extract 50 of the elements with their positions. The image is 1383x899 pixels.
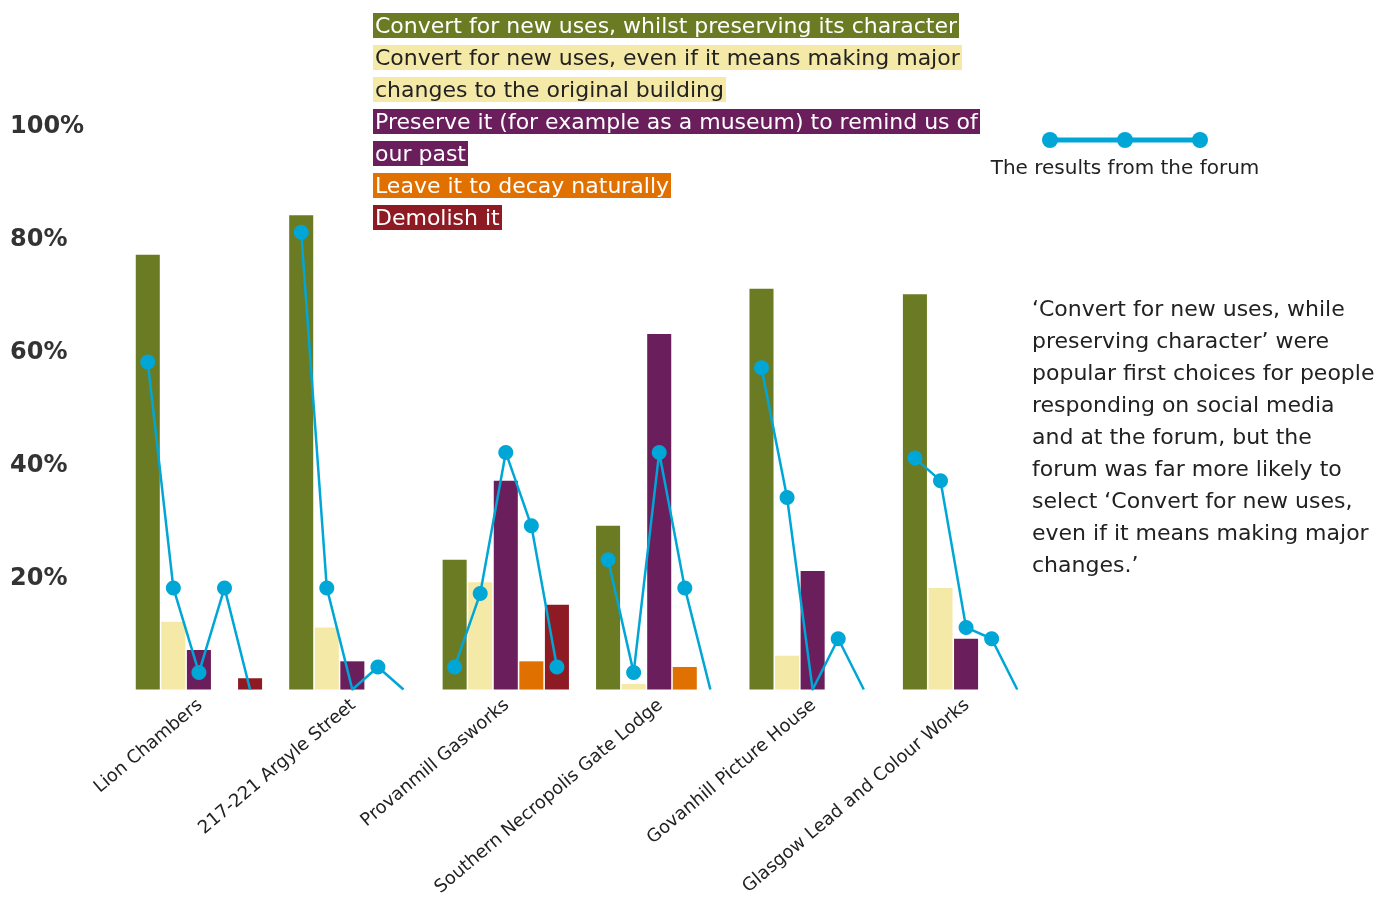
y-tick-label: 40% <box>10 449 68 478</box>
bar <box>442 559 467 690</box>
bar <box>493 480 518 690</box>
y-tick-label: 80% <box>10 223 68 252</box>
y-tick-label: 100% <box>10 111 85 139</box>
point <box>984 631 1000 647</box>
point <box>165 580 181 596</box>
y-tick-label: 20% <box>10 562 68 591</box>
bar <box>954 638 979 690</box>
bar <box>519 661 544 690</box>
y-tick-label: 60% <box>10 336 68 365</box>
bar <box>672 666 697 690</box>
bar <box>749 288 774 690</box>
bar <box>289 215 314 690</box>
bar <box>161 621 186 690</box>
point <box>626 665 642 681</box>
text: Convert for new uses, even if it means making major changes to the original building <box>373 45 962 102</box>
point <box>754 360 769 376</box>
text: Leave it to decay naturally <box>373 173 672 198</box>
point <box>933 473 948 489</box>
point <box>779 490 795 506</box>
point <box>549 659 565 675</box>
bar <box>647 333 672 690</box>
point <box>523 518 539 534</box>
point <box>830 631 846 647</box>
text: Demolish it <box>373 205 502 230</box>
bar <box>902 294 927 690</box>
point <box>293 224 309 240</box>
bar <box>314 627 339 690</box>
point <box>370 659 386 675</box>
point <box>958 619 974 635</box>
point <box>651 444 667 460</box>
point <box>907 450 923 466</box>
bar <box>596 525 621 690</box>
point <box>498 444 514 460</box>
point <box>447 659 463 675</box>
bar <box>621 683 646 690</box>
bar <box>775 655 800 690</box>
point <box>600 552 616 568</box>
point <box>217 580 232 596</box>
point <box>140 354 156 370</box>
bar <box>135 254 160 690</box>
point <box>677 580 693 596</box>
text: Preserve it (for example as a museum) to remind us of our past <box>373 109 980 166</box>
text: Convert for new uses, whilst preserving its character <box>373 13 960 38</box>
bar <box>928 587 953 690</box>
text: ‘Convert for new uses, while preserving character’ were popular first choices for people responding on social media and at the forum, but the forum was far more likely to select ‘Convert for new uses, even if it means making major changes.’ <box>1032 296 1375 577</box>
legend-label: The results from the forum <box>989 155 1261 179</box>
point <box>319 580 335 596</box>
point <box>472 586 488 602</box>
